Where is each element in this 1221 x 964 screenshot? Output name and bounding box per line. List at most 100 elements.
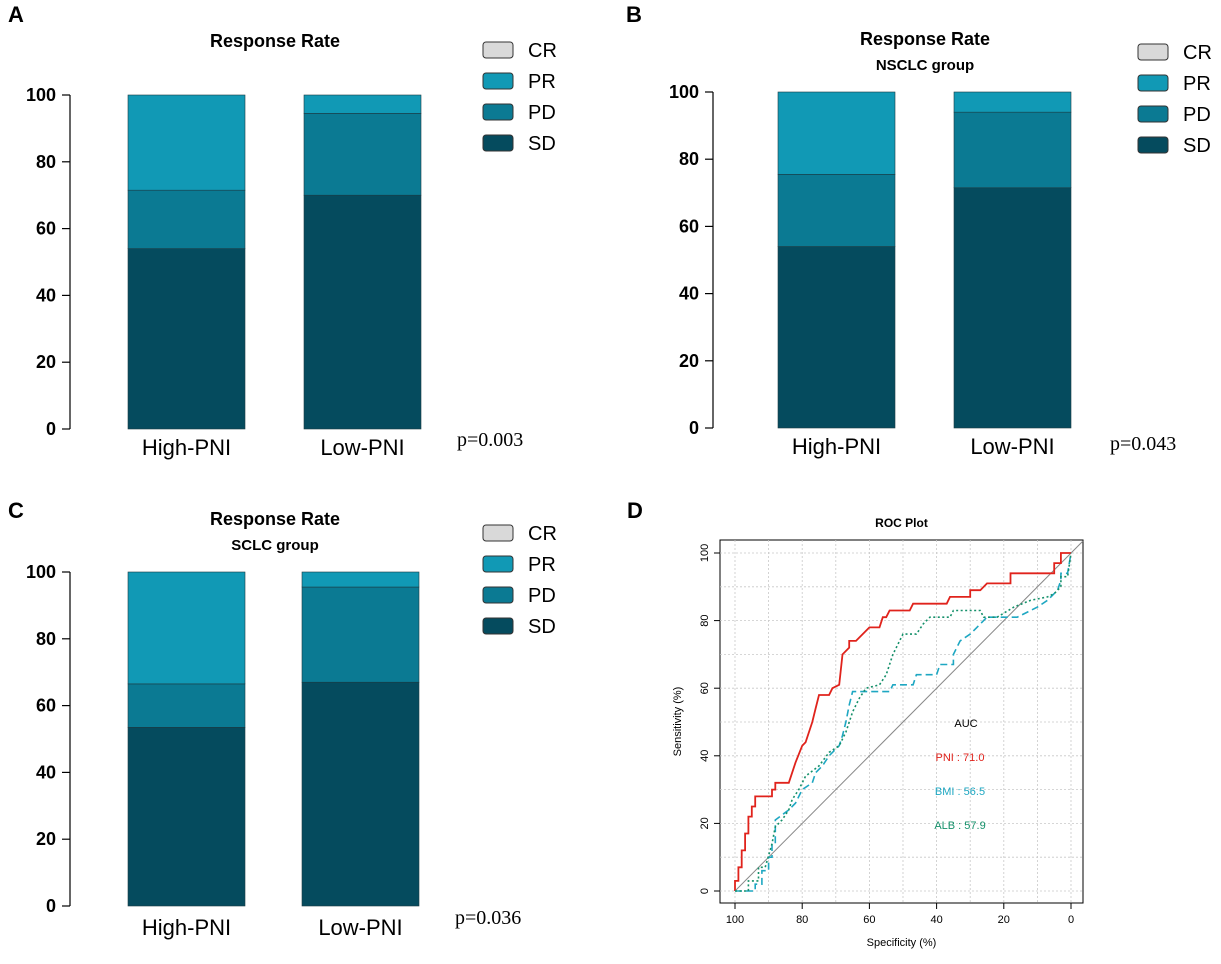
bar-segment-pr: [127, 94, 246, 191]
y-tick-label: 20: [36, 352, 56, 372]
panel-letter: D: [627, 498, 643, 523]
y-tick-label: 80: [36, 629, 56, 649]
bar-segment-sd: [303, 194, 422, 430]
auc-label-bmi: BMI : 56.5: [935, 786, 985, 798]
y-tick-label: 100: [669, 82, 699, 102]
x-tick-label: 80: [796, 914, 808, 926]
legend-swatch-pd: [482, 586, 514, 604]
auc-header: AUC: [954, 718, 977, 730]
y-tick-label: 60: [36, 696, 56, 716]
legend-swatch-sd: [1137, 136, 1169, 154]
legend-swatch-sd: [482, 134, 514, 152]
bar-segment-pr: [303, 94, 422, 114]
panel-c: C Response Rate SCLC group 0 20 40 60 80 100 High…: [8, 498, 557, 940]
x-category-label: Low-PNI: [320, 435, 404, 460]
y-tick-label: 100: [26, 85, 56, 105]
chart-subtitle: SCLC group: [231, 537, 319, 554]
y-tick-label: 100: [699, 544, 711, 562]
roc-curve-bmi: [735, 552, 1072, 892]
chart-subtitle: NSCLC group: [876, 57, 974, 74]
x-tick-label: 0: [1068, 914, 1074, 926]
y-tick-label: 60: [36, 219, 56, 239]
x-tick-label: 40: [930, 914, 942, 926]
panel-letter: B: [626, 2, 642, 27]
legend-label-cr: CR: [528, 523, 557, 545]
y-tick-label: 40: [699, 750, 711, 762]
p-value-label: p=0.003: [457, 429, 523, 451]
bar-segment-pr: [301, 571, 420, 588]
legend-swatch-pd: [1137, 105, 1169, 123]
x-tick-label: 20: [998, 914, 1010, 926]
auc-label-alb: ALB : 57.9: [934, 820, 985, 832]
y-tick-label: 60: [679, 216, 699, 236]
y-tick-label: 0: [46, 896, 56, 916]
y-tick-label: 0: [699, 888, 711, 894]
legend-label-cr: CR: [528, 40, 557, 62]
legend-label-pr: PR: [528, 71, 556, 93]
legend-swatch-cr: [482, 524, 514, 542]
legend-label-sd: SD: [528, 616, 556, 638]
y-tick-label: 40: [36, 762, 56, 782]
bar-segment-pr: [127, 571, 246, 685]
bar-segment-pd: [301, 586, 420, 683]
panel-a: A Response Rate 0 20 40 60 80 100 High-PNI Low-PN…: [8, 2, 557, 460]
y-axis-label: Sensitivity (%): [672, 687, 684, 757]
legend-label-pd: PD: [528, 102, 556, 124]
bar-segment-sd: [953, 187, 1072, 429]
legend-label-pd: PD: [1183, 104, 1211, 126]
bar-segment-sd: [127, 727, 246, 907]
x-tick-label: 60: [863, 914, 875, 926]
y-tick-label: 0: [46, 419, 56, 439]
chart-title: Response Rate: [210, 509, 340, 529]
bar-segment-pd: [127, 189, 246, 249]
bar-segment-pr: [953, 91, 1072, 113]
bar-segment-sd: [301, 681, 420, 907]
y-tick-label: 0: [689, 418, 699, 438]
p-value-label: p=0.043: [1110, 433, 1176, 455]
panel-d: D ROC Plot 100 80 60 40 20 0 0 20 40 60 80 100 Specifi…: [627, 498, 1084, 949]
y-tick-label: 80: [36, 152, 56, 172]
legend-swatch-cr: [1137, 43, 1169, 61]
legend-swatch-cr: [482, 41, 514, 59]
panel-b: B Response Rate NSCLC group 0 20 40 60 80 100 Hig…: [626, 2, 1212, 459]
p-value-label: p=0.036: [455, 907, 521, 929]
legend-label-sd: SD: [1183, 135, 1211, 157]
x-category-label: Low-PNI: [970, 434, 1054, 459]
y-tick-label: 20: [699, 817, 711, 829]
x-category-label: High-PNI: [142, 915, 231, 940]
bar-segment-pd: [777, 174, 896, 247]
legend-label-cr: CR: [1183, 42, 1212, 64]
x-axis-label: Specificity (%): [867, 937, 937, 949]
roc-curve-pni: [734, 552, 1071, 891]
y-tick-label: 80: [679, 149, 699, 169]
y-tick-label: 80: [699, 614, 711, 626]
panel-letter: A: [8, 2, 24, 27]
bar-segment-pd: [303, 113, 422, 196]
y-tick-label: 40: [679, 284, 699, 304]
y-tick-label: 100: [26, 562, 56, 582]
bar-segment-pd: [953, 111, 1072, 189]
x-tick-label: 100: [726, 914, 744, 926]
y-tick-label: 20: [36, 829, 56, 849]
auc-label-pni: PNI : 71.0: [936, 752, 985, 764]
legend-label-pr: PR: [528, 554, 556, 576]
y-tick-label: 20: [679, 351, 699, 371]
y-tick-label: 40: [36, 285, 56, 305]
x-category-label: Low-PNI: [318, 915, 402, 940]
legend-label-pd: PD: [528, 585, 556, 607]
legend-swatch-sd: [482, 617, 514, 635]
legend-swatch-pd: [482, 103, 514, 121]
legend-swatch-pr: [482, 555, 514, 573]
bar-segment-sd: [127, 248, 246, 430]
bar-segment-pd: [127, 683, 246, 728]
bar-segment-pr: [777, 91, 896, 175]
legend-swatch-pr: [1137, 74, 1169, 92]
legend-label-sd: SD: [528, 133, 556, 155]
chart-title: Response Rate: [210, 31, 340, 51]
bar-segment-sd: [777, 246, 896, 429]
chart-title: Response Rate: [860, 29, 990, 49]
legend-label-pr: PR: [1183, 73, 1211, 95]
panel-letter: C: [8, 498, 24, 523]
diagonal-reference-line: [734, 540, 1084, 892]
